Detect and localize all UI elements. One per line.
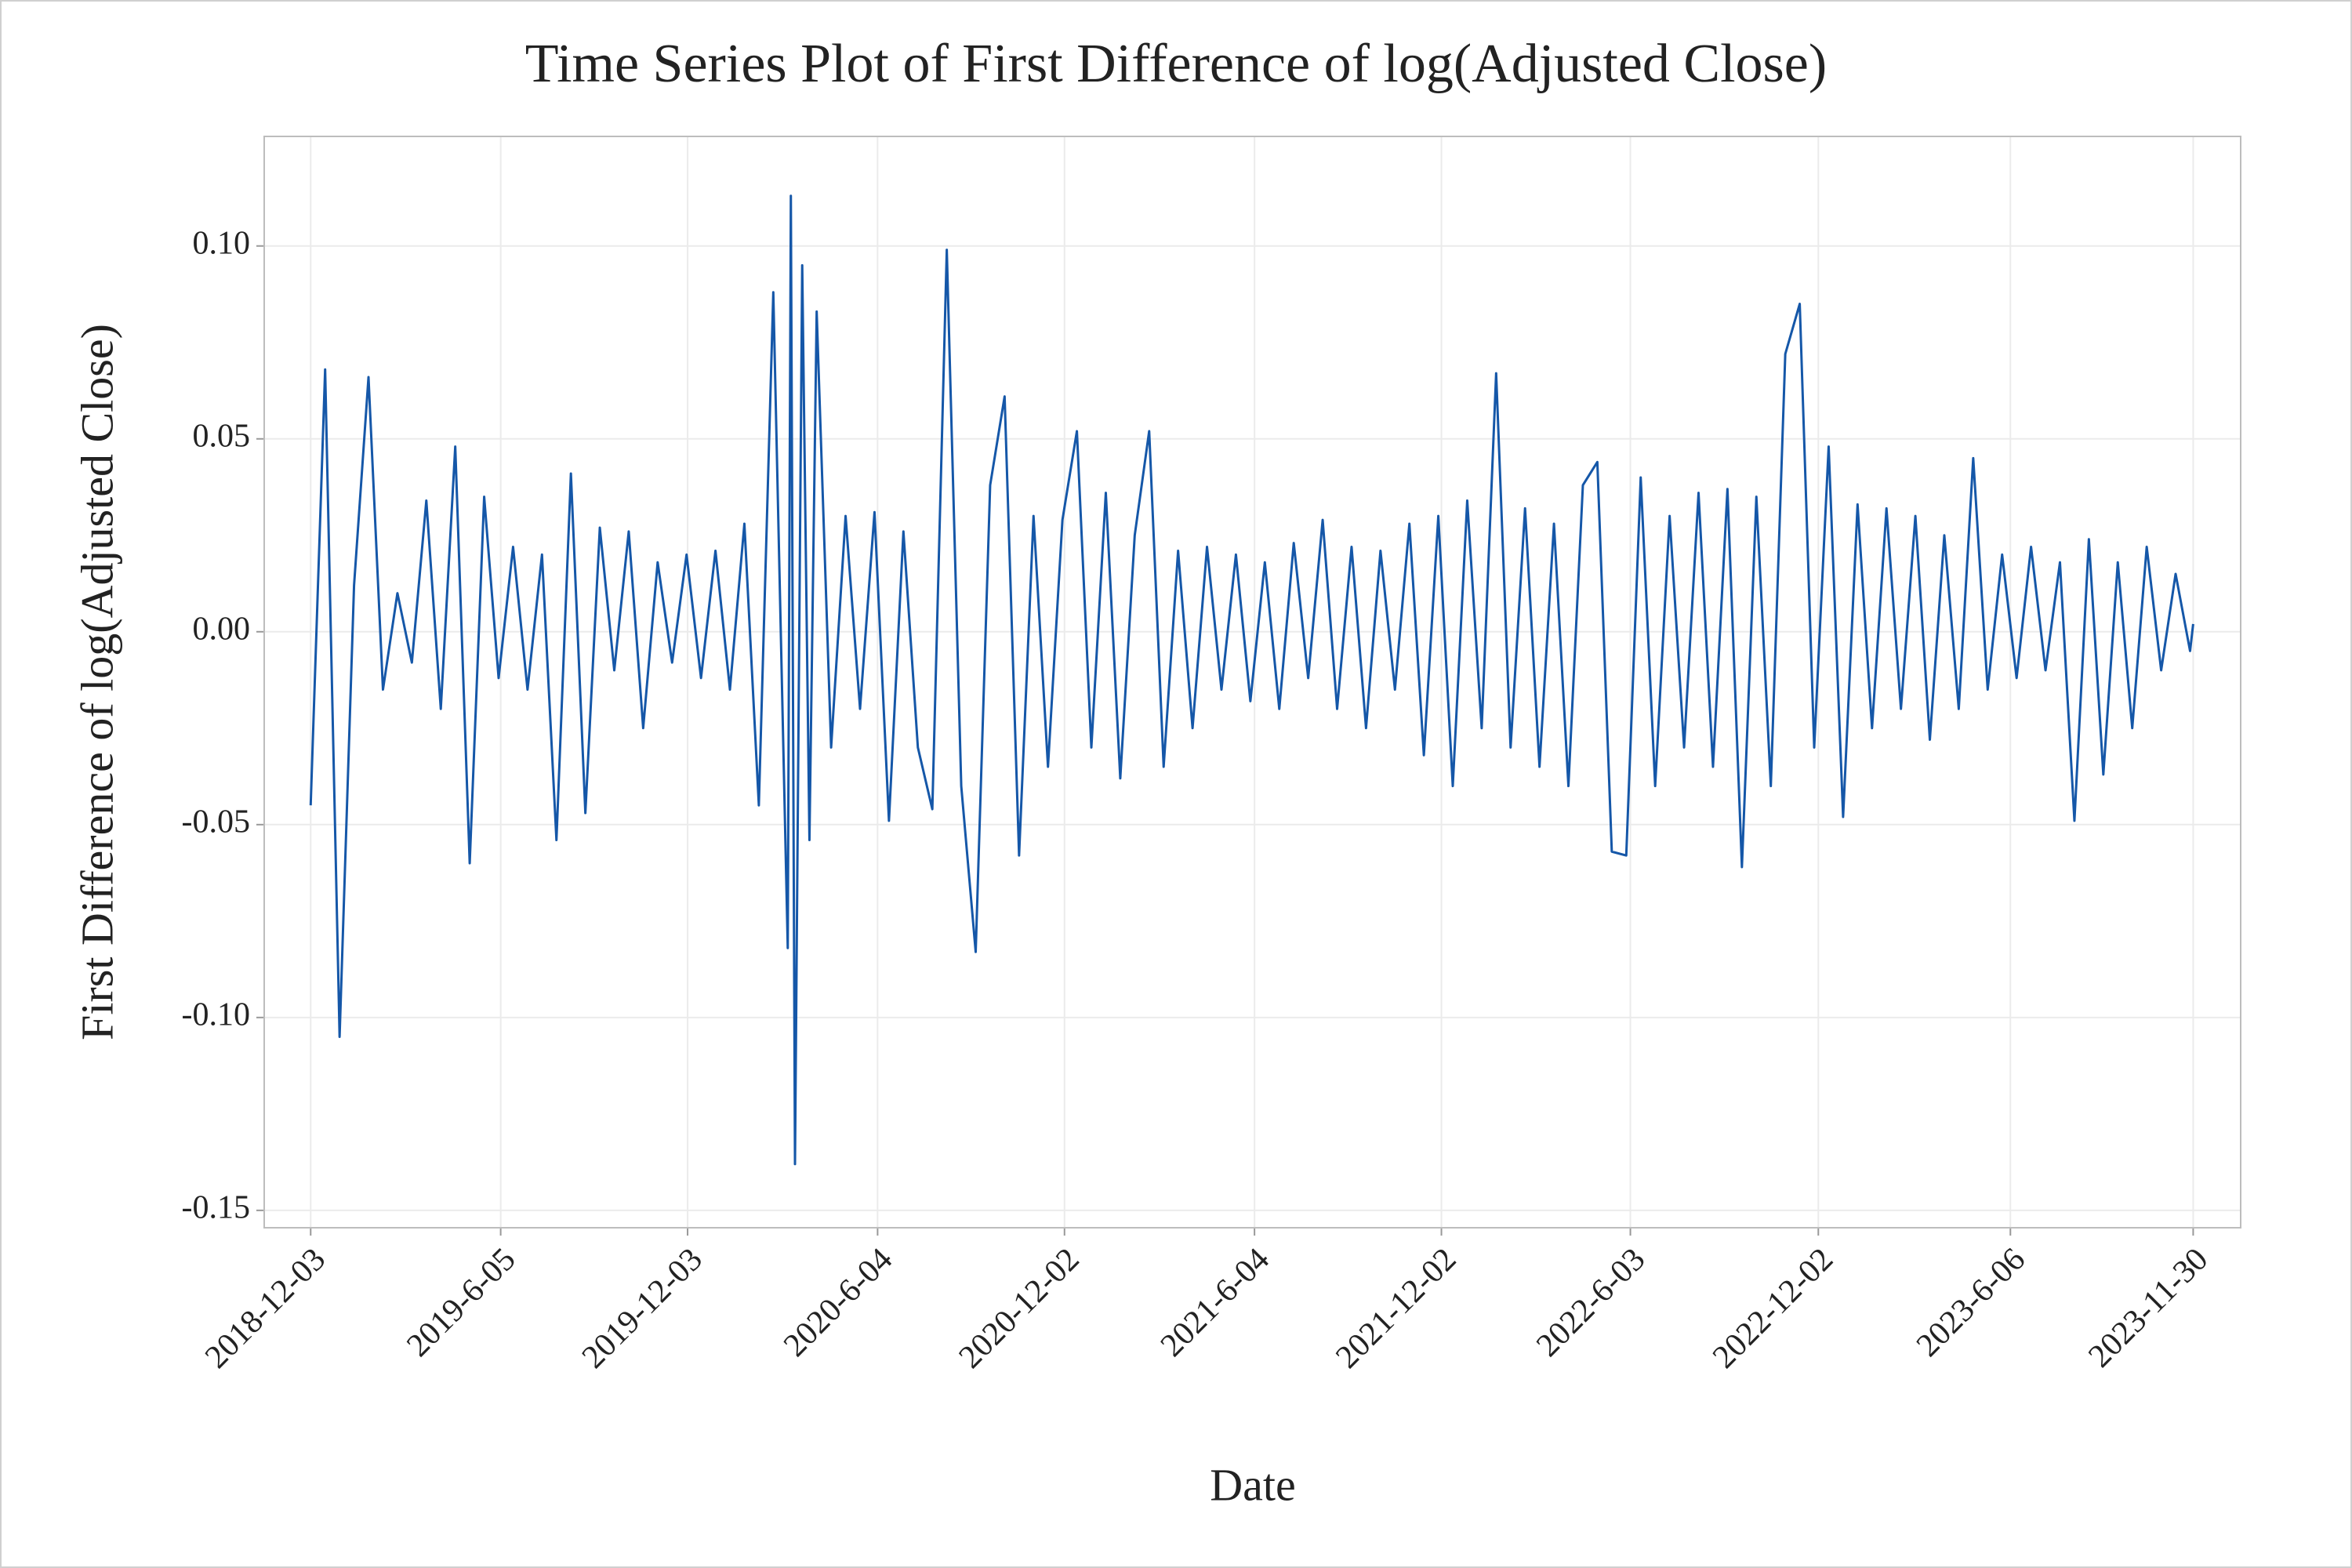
y-tick-label: 0.10 xyxy=(193,225,251,261)
chart-title: Time Series Plot of First Difference of … xyxy=(525,34,1827,94)
y-tick-label: -0.10 xyxy=(182,996,251,1033)
y-tick-label: 0.05 xyxy=(193,418,251,454)
y-tick-label: -0.05 xyxy=(182,804,251,840)
y-tick-label: -0.15 xyxy=(182,1189,251,1225)
x-axis-label: Date xyxy=(1210,1459,1296,1510)
y-tick-label: 0.00 xyxy=(193,611,251,647)
y-axis-label: First Difference of log(Adjusted Close) xyxy=(71,324,122,1040)
data-line xyxy=(309,194,2194,1166)
plot-border xyxy=(263,136,2241,1229)
